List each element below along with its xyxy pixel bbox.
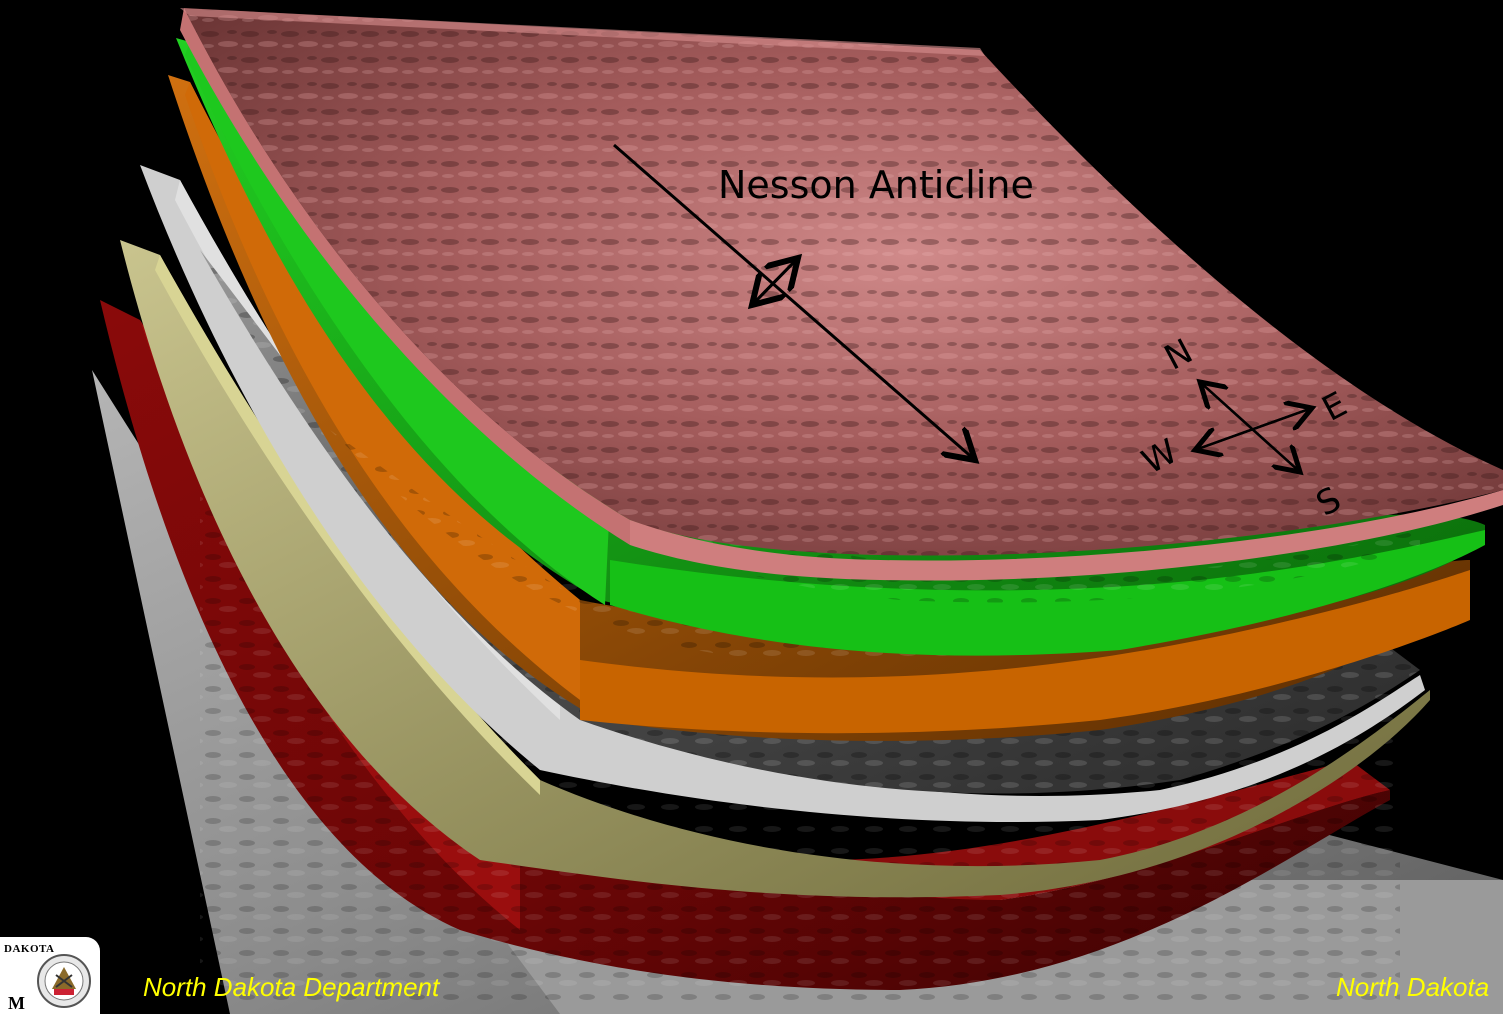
anticline-axis	[613, 143, 975, 460]
logo-bottom-text: M	[8, 993, 25, 1013]
survey-logo: DAKOTA M	[0, 937, 100, 1014]
seal-icon	[37, 954, 91, 1008]
logo-top-text: DAKOTA	[4, 943, 55, 955]
top-surface-layer	[180, 8, 1503, 581]
olive-layer	[120, 240, 1430, 898]
anticline-label: Nesson Anticline	[718, 163, 1034, 207]
compass-rose	[1195, 382, 1312, 472]
dark-gray-layer	[200, 250, 1420, 794]
footer-left-credit: North Dakota Department	[143, 972, 440, 1002]
footer-right-credit: North Dakota	[1336, 972, 1490, 1002]
orange-layer	[168, 75, 1470, 741]
